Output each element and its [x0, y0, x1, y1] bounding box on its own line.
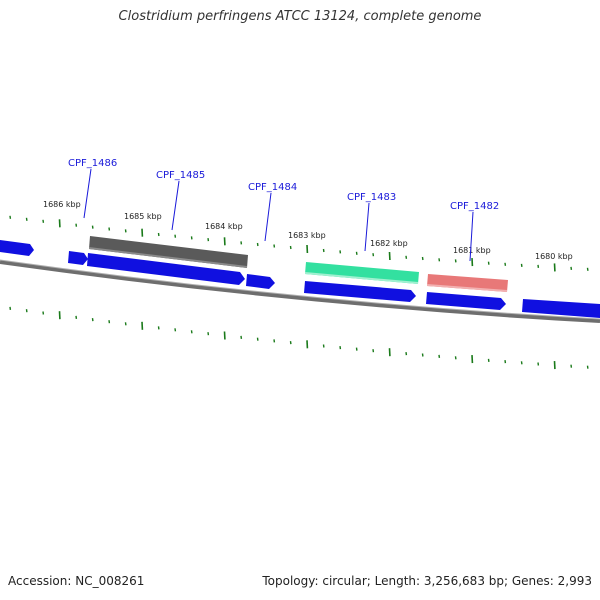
- callout-label[interactable]: CPF_1486: [68, 158, 117, 169]
- map-title: Clostridium perfringens ATCC 13124, comp…: [118, 9, 482, 24]
- kbp-label: 1686 kbp: [43, 200, 81, 209]
- kbp-label: 1682 kbp: [370, 239, 408, 248]
- outer-tick-track: [9, 215, 589, 272]
- callout-cpf-1483[interactable]: CPF_1483: [347, 192, 396, 252]
- kbp-label: 1680 kbp: [535, 252, 573, 261]
- callout-label[interactable]: CPF_1485: [156, 170, 205, 181]
- cds-feature[interactable]: [246, 274, 275, 289]
- cds-feature[interactable]: [522, 299, 600, 318]
- cds-feature[interactable]: [426, 292, 506, 310]
- callout-cpf-1485[interactable]: CPF_1485: [156, 170, 205, 231]
- gene-bar-cpf-1482[interactable]: [427, 274, 508, 292]
- cds-feature[interactable]: [0, 240, 34, 256]
- genome-backbone: [0, 260, 600, 323]
- callout-cpf-1484[interactable]: CPF_1484: [248, 182, 297, 242]
- genome-backbone-highlight: [0, 259, 600, 320]
- gene-bar-cpf-1483[interactable]: [305, 262, 419, 284]
- callout-cpf-1486[interactable]: CPF_1486: [68, 158, 117, 219]
- cds-feature[interactable]: [68, 251, 88, 265]
- cds-feature[interactable]: [304, 281, 416, 302]
- callout-cpf-1482[interactable]: CPF_1482: [450, 201, 499, 262]
- kbp-label: 1681 kbp: [453, 246, 491, 255]
- callout-label[interactable]: CPF_1484: [248, 182, 297, 193]
- inner-tick-track: [9, 306, 589, 370]
- callout-label[interactable]: CPF_1483: [347, 192, 396, 203]
- cds-feature[interactable]: [87, 253, 245, 285]
- kbp-scale: 1686 kbp 1685 kbp 1684 kbp 1683 kbp 1682…: [43, 200, 573, 261]
- kbp-label: 1684 kbp: [205, 222, 243, 231]
- kbp-label: 1685 kbp: [124, 212, 162, 221]
- gene-bar-cpf-1485[interactable]: [89, 236, 248, 268]
- kbp-label: 1683 kbp: [288, 231, 326, 240]
- accession-text: Accession: NC_008261: [8, 574, 145, 588]
- genome-summary: Topology: circular; Length: 3,256,683 bp…: [262, 574, 592, 588]
- callout-label[interactable]: CPF_1482: [450, 201, 499, 212]
